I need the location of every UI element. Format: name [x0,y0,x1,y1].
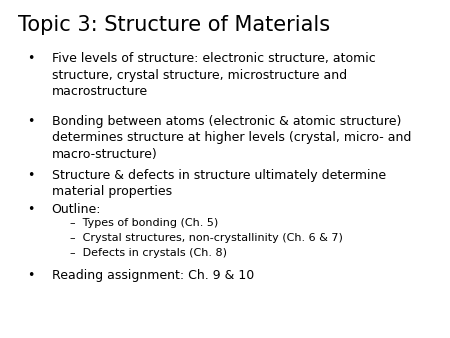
Text: Bonding between atoms (electronic & atomic structure)
determines structure at hi: Bonding between atoms (electronic & atom… [52,115,411,161]
Text: •: • [27,269,34,282]
Text: •: • [27,52,34,65]
Text: •: • [27,203,34,216]
Text: Five levels of structure: electronic structure, atomic
structure, crystal struct: Five levels of structure: electronic str… [52,52,375,98]
Text: Outline:: Outline: [52,203,101,216]
Text: •: • [27,115,34,128]
Text: •: • [27,169,34,182]
Text: –  Crystal structures, non-crystallinity (Ch. 6 & 7): – Crystal structures, non-crystallinity … [70,233,342,243]
Text: –  Defects in crystals (Ch. 8): – Defects in crystals (Ch. 8) [70,248,227,259]
Text: Structure & defects in structure ultimately determine
material properties: Structure & defects in structure ultimat… [52,169,386,198]
Text: –  Types of bonding (Ch. 5): – Types of bonding (Ch. 5) [70,218,218,228]
Text: Topic 3: Structure of Materials: Topic 3: Structure of Materials [18,15,330,35]
Text: Reading assignment: Ch. 9 & 10: Reading assignment: Ch. 9 & 10 [52,269,254,282]
